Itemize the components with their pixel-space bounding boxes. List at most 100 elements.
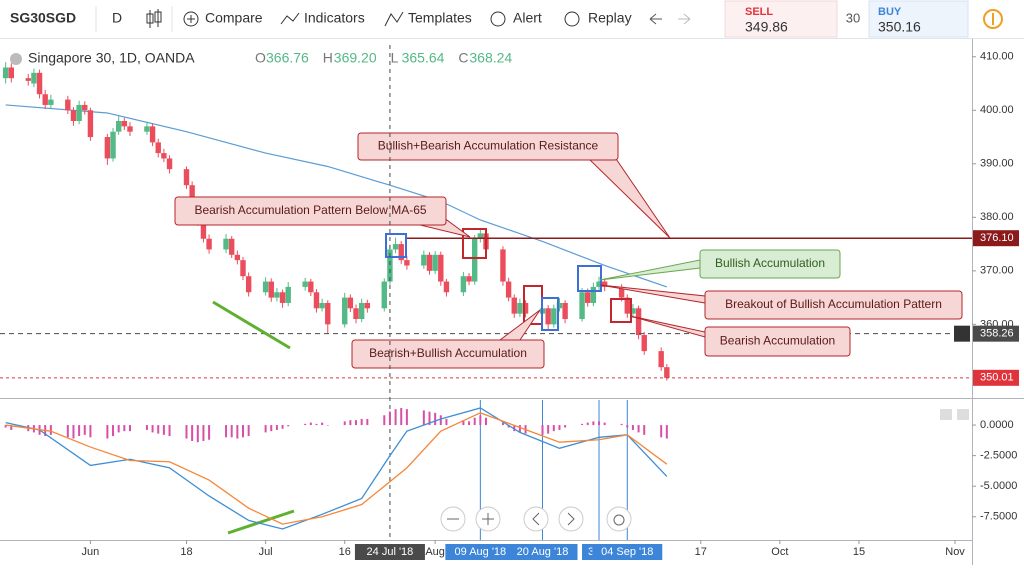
histogram-bar (128, 425, 131, 432)
indicators-icon[interactable] (280, 12, 300, 25)
candle-body (25, 78, 31, 81)
candle-body (466, 276, 472, 282)
pane-icons (940, 409, 969, 420)
histogram-bar (665, 425, 668, 439)
scroll-right[interactable] (558, 506, 584, 532)
histogram-bar (388, 411, 391, 426)
candle-body (432, 254, 438, 271)
spread: 30 (846, 10, 860, 25)
candle-icon[interactable] (146, 9, 162, 28)
histogram-bar (479, 415, 482, 426)
histogram-bar (592, 421, 595, 426)
histogram-bar (242, 425, 244, 438)
histogram-bar (326, 425, 329, 426)
reset-icon (613, 514, 625, 526)
alert[interactable]: Alert (513, 10, 542, 26)
annotation: Bullish Accumulation (715, 256, 825, 270)
toolbar: SG30SGD D Compare Indicators Templates A… (0, 0, 1024, 39)
buy-box[interactable] (868, 0, 969, 38)
candle-body (398, 244, 404, 261)
histogram-bar (270, 425, 273, 432)
candle-body (641, 335, 647, 352)
price-badge (973, 369, 1019, 386)
price-badge (973, 230, 1019, 247)
reset[interactable] (606, 506, 632, 532)
legend-key: C (458, 50, 468, 66)
replay[interactable]: Replay (588, 10, 632, 26)
candle-body (438, 254, 444, 282)
candle-body (155, 142, 161, 154)
histogram-bar (112, 425, 115, 437)
histogram-bar (247, 425, 250, 437)
histogram-bar (4, 425, 7, 428)
histogram-bar (83, 425, 86, 435)
histogram-bar (230, 425, 233, 438)
callout-pointer (589, 149, 671, 239)
y-tick-label: 370.00 (980, 265, 1014, 277)
candle-body (48, 99, 54, 105)
x-tick-label: 15 (853, 546, 865, 558)
candle-body (517, 302, 523, 314)
candle-body (268, 281, 274, 298)
marker-label: 24 Jul '18 (367, 546, 414, 558)
indicators[interactable]: Indicators (304, 10, 365, 26)
histogram-bar (185, 425, 188, 439)
histogram-bar (434, 412, 437, 426)
candle-body (104, 137, 111, 159)
marker-badge (592, 544, 663, 560)
histogram-bar (168, 425, 171, 437)
histogram-bar (558, 425, 561, 430)
candle-body (551, 308, 557, 325)
candle-body (31, 72, 37, 84)
candle-body (36, 72, 43, 95)
histogram-bar (66, 425, 69, 438)
candle-body (234, 254, 241, 261)
pattern-box (462, 228, 487, 259)
templates[interactable]: Templates (408, 10, 472, 26)
candle-body (274, 292, 280, 298)
interval[interactable]: D (112, 10, 122, 26)
histogram-bar (321, 422, 324, 426)
trend-line (227, 509, 295, 535)
candle-body (443, 281, 450, 293)
account-icon[interactable] (983, 9, 1003, 29)
undo[interactable] (649, 13, 662, 25)
moving-average (5, 104, 668, 288)
legend-ohlc: O 366.76 H 369.20 L 365.64 C 368.24 (255, 50, 512, 66)
scroll-left[interactable] (523, 506, 549, 532)
pattern-box (385, 233, 407, 258)
candle-body (579, 292, 585, 320)
sell-box[interactable] (724, 0, 838, 38)
candle-body (562, 302, 568, 320)
redo[interactable] (678, 13, 691, 25)
y-tick-label: -5.0000 (980, 480, 1017, 492)
templates-icon[interactable] (384, 11, 404, 27)
price-badge-label: 358.26 (980, 328, 1014, 340)
compare-icon[interactable] (183, 11, 199, 27)
pane-btn[interactable] (957, 409, 969, 420)
annotation: Bearish+Bullish Accumulation (369, 346, 527, 360)
trend-line (212, 300, 291, 350)
candle-body (87, 110, 94, 138)
histogram-bar (405, 409, 408, 426)
histogram-bar (637, 425, 640, 433)
x-tick-label: Nov (945, 546, 965, 558)
symbol[interactable]: SG30SGD (10, 10, 76, 26)
nav-buttons (440, 506, 632, 532)
alert-icon[interactable] (490, 11, 506, 27)
x-tick-label: Jul (259, 546, 273, 558)
candle-body (630, 308, 636, 314)
histogram-bar (462, 420, 465, 426)
candle-body (471, 238, 478, 282)
pane-btn[interactable] (940, 409, 952, 420)
x-tick-label: 18 (180, 546, 192, 558)
histogram-bar (552, 425, 555, 432)
candle-body (144, 126, 150, 132)
histogram-bar (547, 425, 550, 434)
candle-body (200, 222, 207, 239)
compare[interactable]: Compare (205, 10, 263, 26)
callout-box (704, 326, 851, 357)
buy-price: 350.16 (878, 19, 921, 35)
replay-icon[interactable] (564, 11, 580, 27)
